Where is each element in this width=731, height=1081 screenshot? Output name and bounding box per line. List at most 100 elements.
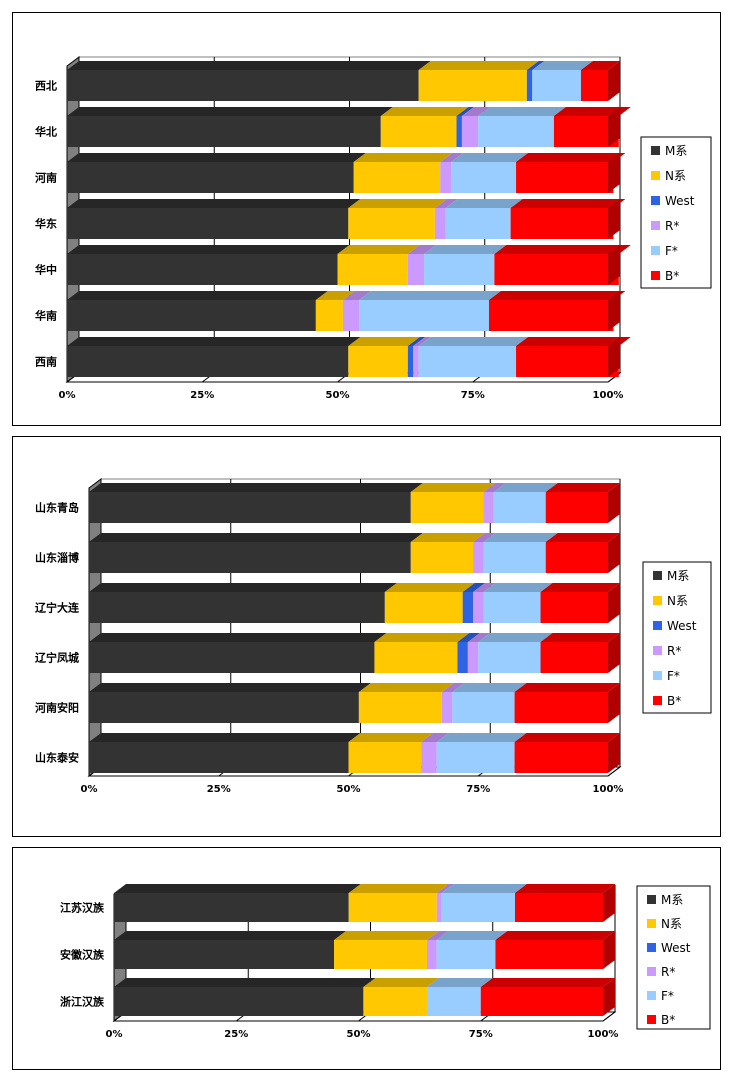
bar-segment-top [424,245,507,254]
legend-swatch [653,696,662,705]
bar-end-cap [608,583,620,623]
bar-segment-front [89,742,349,773]
bar-segment-front [67,300,316,331]
bar-segment-top [334,931,439,940]
bar-segment [483,533,558,573]
bar-segment [510,199,626,239]
x-tick-label: 100% [593,390,624,401]
bar-segment-front [114,940,335,969]
bar-segment [353,153,453,193]
legend-swatch [647,967,656,976]
bar-segment-top [483,483,506,492]
bar-end-cap [608,291,620,331]
bar-segment-top [348,337,420,346]
bar-segment-top [516,337,631,346]
bar-segment [410,483,496,523]
x-tick-label: 0% [59,390,76,401]
legend-swatch [653,671,662,680]
bar-segment-top [363,978,439,987]
bar-end-cap [608,245,620,285]
legend-box [640,136,712,289]
bar-segment-top [445,199,523,208]
bar-segment-front [374,642,458,673]
bar-segment-top [426,978,493,987]
bar-segment-top [421,733,449,742]
bar-segment-front [493,492,546,523]
bar-segment-top [580,61,620,70]
bar-segment [363,978,439,1016]
bar-segment-top [441,683,465,692]
bar-segment-top [67,153,366,162]
bar-segment [488,291,626,331]
legend-swatch [653,571,662,580]
bar-segment-front [445,208,511,239]
bar-segment-front [358,692,442,723]
bar-segment [436,733,527,773]
bar-segment [494,245,631,285]
bar-segment-front [353,162,441,193]
legend-swatch [651,221,660,230]
bar-segment [514,733,620,773]
legend-swatch [647,895,656,904]
bar-segment-front [337,254,408,285]
bar-segment [483,483,506,523]
bar-segment-top [467,633,491,642]
bar-segment-top [436,733,527,742]
bar-segment-top [89,483,423,492]
bar-segment-front [545,542,608,573]
bar-segment-front [540,592,608,623]
bar-segment-top [337,245,420,254]
legend-label: N系 [665,169,686,183]
bar-segment-top [89,733,361,742]
bar-segment-front [441,692,453,723]
bar-segment [473,533,496,573]
bar-segment-front [516,162,614,193]
bar-segment-top [380,107,469,116]
x-tick-label: 50% [337,784,361,795]
chart-panel-han: 江苏汉族 安徽汉族 浙江汉族 0% 25% 50% 75% 100% M系 N系 West R* F* B… [12,847,721,1070]
bar-segment-top [353,153,453,162]
bar-segment-front [480,987,603,1016]
bar-segment-top [384,583,475,592]
bar-segment [89,733,361,773]
x-tick-label: 25% [224,1029,248,1040]
bar-segment [526,61,545,101]
category-label: 辽宁凤城 [35,651,79,665]
bar-segment [580,61,620,101]
bar-segment-front [488,300,614,331]
bar-segment-top [495,931,615,940]
legend-label: R* [667,644,681,658]
legend-label: B* [661,1013,675,1027]
bar-segment [540,583,620,623]
bar-segment-top [89,533,423,542]
floor-tick [602,1011,616,1022]
bar-segment-top [510,199,626,208]
bar-segment-top [407,337,426,346]
bar-segment [516,337,631,377]
bar-segment [337,245,420,285]
bar-segment-front [426,940,437,969]
bar-segment-front [407,254,425,285]
bar-end-cap [608,337,620,377]
bar-segment [67,61,431,101]
bar-segment [114,931,347,969]
legend-swatch [651,146,660,155]
bar-segment [89,683,371,723]
bar-segment-top [483,583,553,592]
bar-segment [426,978,493,1016]
bar-segment-top [516,153,626,162]
bar-segment-top [545,483,620,492]
bar-segment-top [441,884,527,893]
legend-label: B* [665,269,679,283]
bar-segment [114,978,376,1016]
legend-swatch [653,621,662,630]
bar-segment [451,153,529,193]
category-label: 安徽汉族 [60,948,105,962]
x-tick-label: 75% [466,784,490,795]
category-label: 华北 [35,125,57,139]
legend-swatch [651,271,660,280]
bar-segment [478,107,566,147]
bar-segment-top [532,61,593,70]
bar-segment [421,733,449,773]
bar-segment-top [540,583,620,592]
